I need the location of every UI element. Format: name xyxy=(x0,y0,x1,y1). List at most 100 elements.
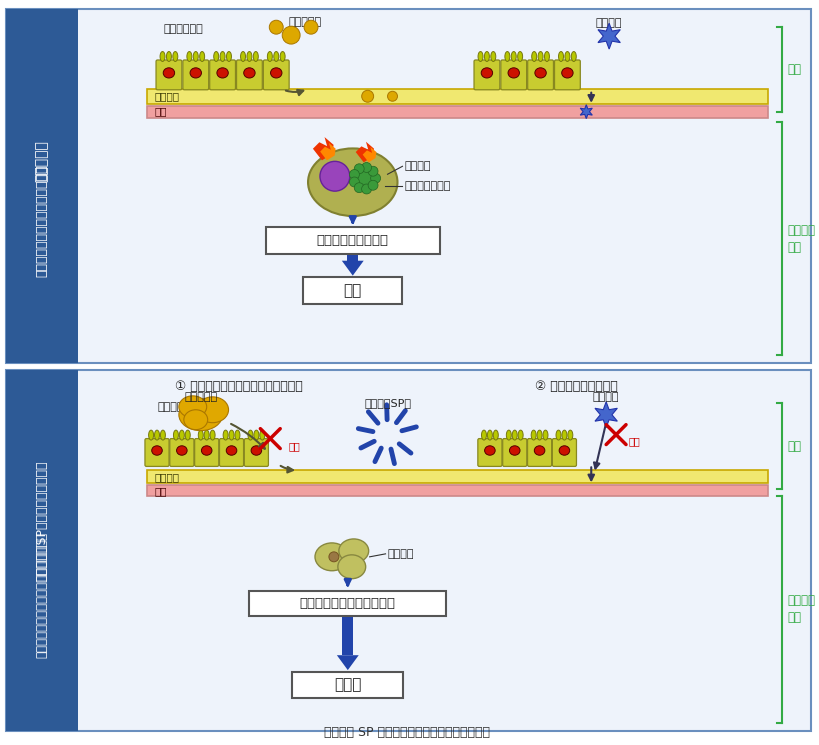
Polygon shape xyxy=(342,261,364,276)
Ellipse shape xyxy=(280,51,285,62)
Text: リンパ管: リンパ管 xyxy=(154,91,179,101)
Ellipse shape xyxy=(204,430,209,440)
FancyBboxPatch shape xyxy=(527,439,552,466)
Bar xyxy=(266,227,440,254)
FancyBboxPatch shape xyxy=(474,60,500,90)
FancyBboxPatch shape xyxy=(501,60,527,90)
Text: ガセリ菌 SP 株による抗肥満作用のイメージ図: ガセリ菌 SP 株による抗肥満作用のイメージ図 xyxy=(324,726,490,739)
Bar xyxy=(342,616,353,655)
Polygon shape xyxy=(337,655,359,670)
FancyBboxPatch shape xyxy=(156,60,182,90)
Ellipse shape xyxy=(491,51,495,62)
Ellipse shape xyxy=(251,446,261,455)
Ellipse shape xyxy=(197,397,229,422)
Ellipse shape xyxy=(267,51,273,62)
Ellipse shape xyxy=(190,68,201,78)
Ellipse shape xyxy=(270,68,282,78)
FancyBboxPatch shape xyxy=(195,439,219,466)
Ellipse shape xyxy=(511,51,516,62)
Bar xyxy=(6,370,78,731)
Ellipse shape xyxy=(200,51,205,62)
Ellipse shape xyxy=(565,51,570,62)
Ellipse shape xyxy=(217,68,229,78)
Ellipse shape xyxy=(166,51,171,62)
Ellipse shape xyxy=(210,430,215,440)
Ellipse shape xyxy=(274,51,278,62)
Ellipse shape xyxy=(254,430,259,440)
Ellipse shape xyxy=(545,51,550,62)
FancyBboxPatch shape xyxy=(170,439,194,466)
Text: 内臓脂肪
組織: 内臓脂肪 組織 xyxy=(787,224,815,254)
Ellipse shape xyxy=(187,51,192,62)
Text: 内臓脂肪
組織: 内臓脂肪 組織 xyxy=(787,595,815,624)
Bar xyxy=(6,9,78,363)
Text: ① 脂肪酸への分解および吸収の抑制: ① 脂肪酸への分解および吸収の抑制 xyxy=(174,381,302,393)
Ellipse shape xyxy=(152,446,162,455)
Ellipse shape xyxy=(179,430,184,440)
Bar xyxy=(147,106,768,118)
Text: 脂肪細胞: 脂肪細胞 xyxy=(405,162,431,171)
Polygon shape xyxy=(320,143,336,160)
Text: 脂肪の蓄積と内臓脂肪組織の炎症: 脂肪の蓄積と内臓脂肪組織の炎症 xyxy=(35,165,48,277)
FancyBboxPatch shape xyxy=(145,439,169,466)
FancyBboxPatch shape xyxy=(264,60,289,90)
Ellipse shape xyxy=(562,68,573,78)
Ellipse shape xyxy=(148,430,154,440)
Bar xyxy=(6,370,811,731)
Circle shape xyxy=(371,174,381,183)
Ellipse shape xyxy=(478,51,483,62)
Circle shape xyxy=(320,162,350,191)
Ellipse shape xyxy=(226,446,237,455)
Ellipse shape xyxy=(161,430,165,440)
Ellipse shape xyxy=(518,430,523,440)
Ellipse shape xyxy=(201,446,212,455)
FancyBboxPatch shape xyxy=(503,439,527,466)
Ellipse shape xyxy=(509,446,520,455)
Ellipse shape xyxy=(482,68,492,78)
Ellipse shape xyxy=(534,446,545,455)
Circle shape xyxy=(329,552,339,562)
Circle shape xyxy=(269,20,283,34)
FancyBboxPatch shape xyxy=(219,439,243,466)
FancyBboxPatch shape xyxy=(244,439,269,466)
Text: ガセリ菌SP株: ガセリ菌SP株 xyxy=(364,398,411,408)
Text: 腸管: 腸管 xyxy=(787,63,801,77)
Bar xyxy=(303,277,402,304)
Ellipse shape xyxy=(220,51,225,62)
Ellipse shape xyxy=(559,51,563,62)
Circle shape xyxy=(350,177,360,187)
Circle shape xyxy=(304,20,318,34)
Text: 抑制: 抑制 xyxy=(288,442,300,451)
Ellipse shape xyxy=(484,51,490,62)
Text: リンパ管: リンパ管 xyxy=(154,472,179,482)
Ellipse shape xyxy=(535,68,546,78)
Text: 炎症物質: 炎症物質 xyxy=(596,18,622,28)
FancyBboxPatch shape xyxy=(477,439,502,466)
Ellipse shape xyxy=(512,430,518,440)
Text: 過剰な脂質: 過剰な脂質 xyxy=(184,392,217,402)
Ellipse shape xyxy=(518,51,523,62)
Text: 腸管: 腸管 xyxy=(787,440,801,453)
Circle shape xyxy=(354,168,376,189)
Ellipse shape xyxy=(183,410,208,430)
Circle shape xyxy=(350,170,360,180)
Ellipse shape xyxy=(315,543,349,571)
Ellipse shape xyxy=(572,51,577,62)
Text: 脂肪蓄積と炎症発生: 脂肪蓄積と炎症発生 xyxy=(317,235,389,247)
Ellipse shape xyxy=(248,430,253,440)
Ellipse shape xyxy=(543,430,548,440)
Bar xyxy=(292,671,404,698)
Ellipse shape xyxy=(193,51,198,62)
Text: 血管: 血管 xyxy=(154,486,166,495)
Ellipse shape xyxy=(532,51,536,62)
FancyBboxPatch shape xyxy=(527,60,554,90)
Circle shape xyxy=(362,184,372,194)
Ellipse shape xyxy=(179,399,223,431)
Ellipse shape xyxy=(505,51,510,62)
Text: 過剰な脂質: 過剰な脂質 xyxy=(288,17,322,28)
Text: 腸管上皮細胞: 腸管上皮細胞 xyxy=(157,402,197,412)
Text: 脂肪細胞: 脂肪細胞 xyxy=(387,549,414,559)
Ellipse shape xyxy=(155,430,160,440)
Circle shape xyxy=(283,26,300,44)
Bar xyxy=(6,9,811,363)
